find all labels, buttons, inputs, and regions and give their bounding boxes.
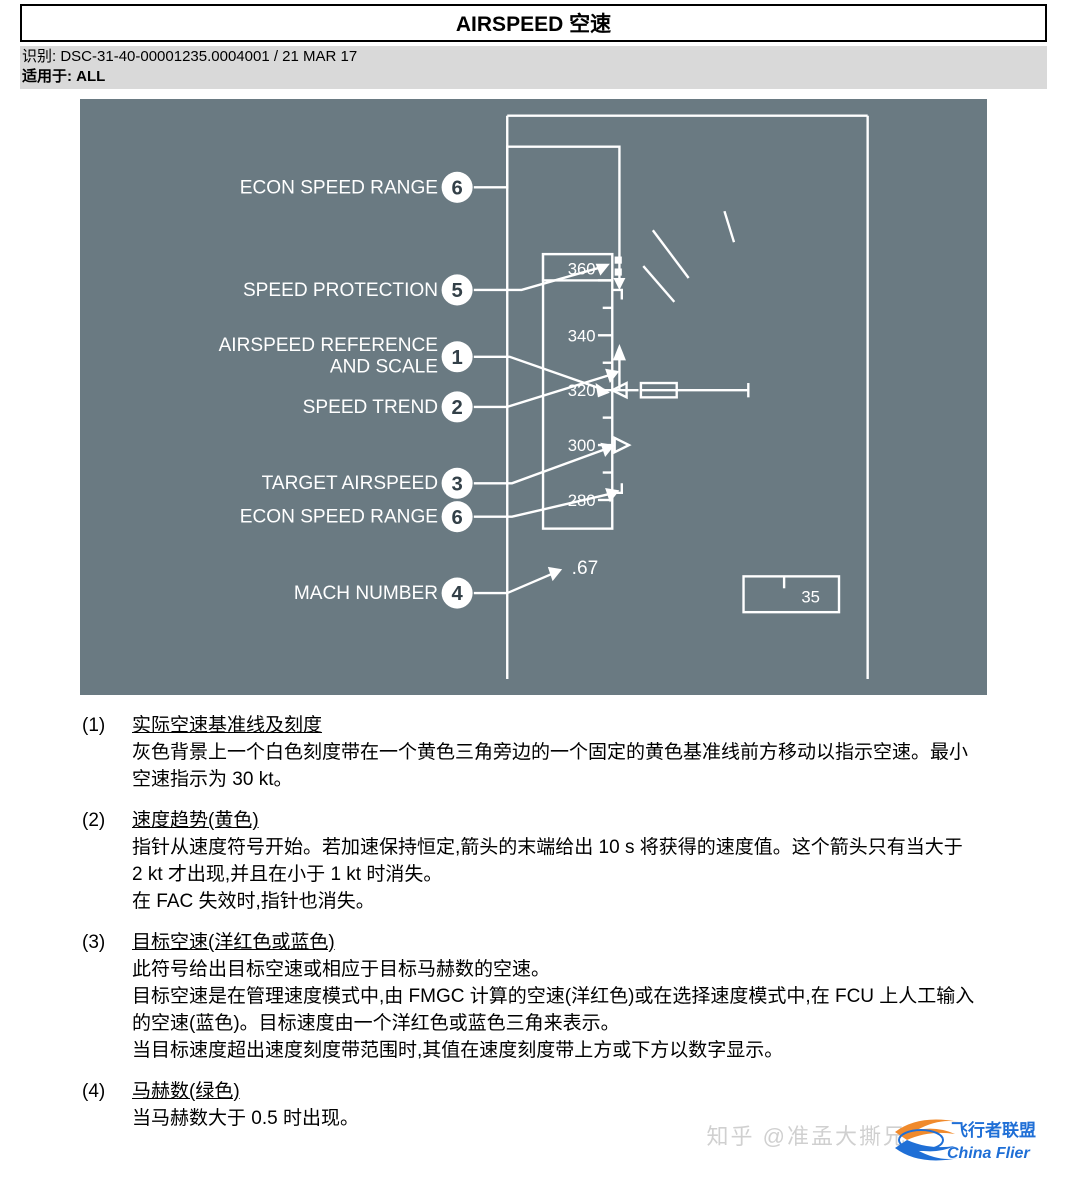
svg-text:ECON SPEED RANGE: ECON SPEED RANGE (240, 506, 438, 527)
airspeed-diagram: 360 340 320 300 280 (80, 99, 987, 696)
svg-text:SPEED PROTECTION: SPEED PROTECTION (243, 279, 438, 300)
svg-text:4: 4 (451, 583, 463, 605)
item-number: (3) (80, 930, 132, 957)
item-title: 目标空速(洋红色或蓝色) (132, 932, 335, 953)
explanation-item: (3) 目标空速(洋红色或蓝色) 此符号给出目标空速或相应于目标马赫数的空速。目… (80, 930, 977, 1065)
svg-text:6: 6 (451, 177, 462, 199)
explanation-item: (4) 马赫数(绿色) 当马赫数大于 0.5 时出现。 (80, 1079, 977, 1133)
mach-value: .67 (572, 557, 599, 578)
page-title: AIRSPEED 空速 (20, 4, 1047, 42)
explanation-list: (1) 实际空速基准线及刻度 灰色背景上一个白色刻度带在一个黄色三角旁边的一个固… (80, 713, 977, 1133)
tick-300: 300 (568, 436, 596, 455)
item-body: 当马赫数大于 0.5 时出现。 (132, 1108, 359, 1129)
doc-meta: 识别: DSC-31-40-00001235.0004001 / 21 MAR … (20, 46, 1047, 89)
applies-value: ALL (76, 68, 105, 85)
item-number: (1) (80, 713, 132, 740)
item-number: (2) (80, 808, 132, 835)
item-title: 速度趋势(黄色) (132, 810, 259, 831)
svg-text:TARGET AIRSPEED: TARGET AIRSPEED (262, 473, 438, 494)
svg-text:3: 3 (451, 473, 462, 495)
ident-label: 识别: (22, 48, 60, 65)
svg-text:MACH NUMBER: MACH NUMBER (294, 583, 438, 604)
explanation-item: (2) 速度趋势(黄色) 指针从速度符号开始。若加速保持恒定,箭头的末端给出 1… (80, 808, 977, 916)
svg-text:SPEED TREND: SPEED TREND (303, 396, 438, 417)
svg-text:6: 6 (451, 506, 462, 528)
svg-text:AIRSPEED REFERENCE: AIRSPEED REFERENCE (219, 334, 438, 355)
svg-text:2: 2 (451, 397, 462, 419)
applies-label: 适用于: (22, 68, 76, 85)
tick-340: 340 (568, 326, 596, 345)
svg-text:1: 1 (451, 346, 462, 368)
item-body: 指针从速度符号开始。若加速保持恒定,箭头的末端给出 10 s 将获得的速度值。这… (132, 837, 963, 912)
svg-text:AND SCALE: AND SCALE (330, 356, 438, 377)
explanation-item: (1) 实际空速基准线及刻度 灰色背景上一个白色刻度带在一个黄色三角旁边的一个固… (80, 713, 977, 794)
svg-text:5: 5 (451, 280, 462, 302)
item-body: 此符号给出目标空速或相应于目标马赫数的空速。目标空速是在管理速度模式中,由 FM… (132, 959, 974, 1061)
heading-value: 35 (801, 587, 820, 606)
svg-text:China Flier: China Flier (947, 1145, 1030, 1162)
svg-text:ECON SPEED RANGE: ECON SPEED RANGE (240, 177, 438, 198)
item-title: 实际空速基准线及刻度 (132, 715, 322, 736)
ident-value: DSC-31-40-00001235.0004001 / 21 MAR 17 (60, 48, 357, 65)
item-title: 马赫数(绿色) (132, 1081, 240, 1102)
item-body: 灰色背景上一个白色刻度带在一个黄色三角旁边的一个固定的黄色基准线前方移动以指示空… (132, 742, 968, 790)
item-number: (4) (80, 1079, 132, 1106)
